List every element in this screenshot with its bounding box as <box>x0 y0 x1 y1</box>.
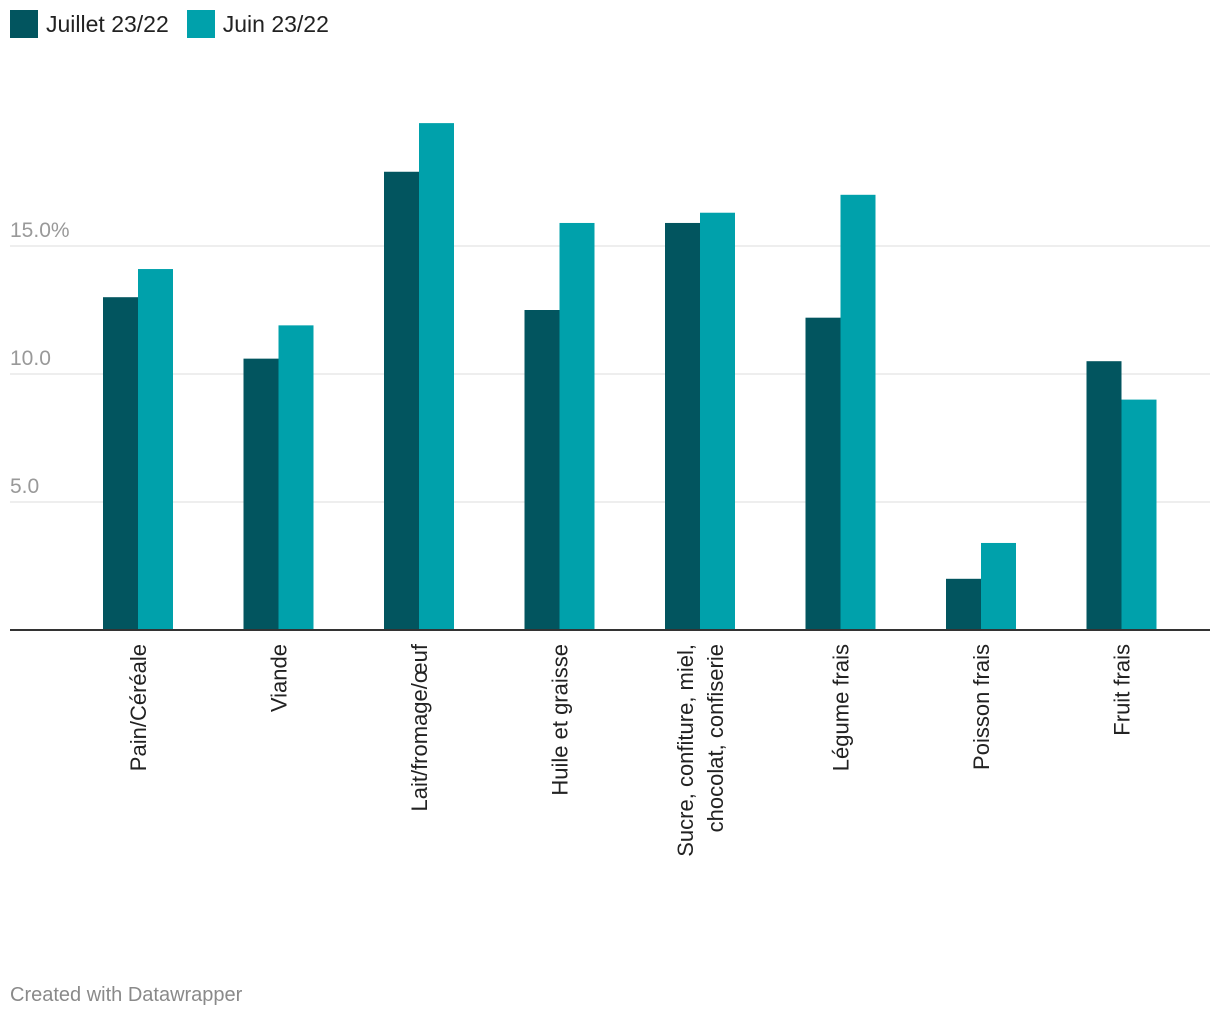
bar-juin-3 <box>559 222 595 630</box>
legend-swatch-juillet <box>10 10 38 38</box>
legend-swatch-juin <box>186 10 215 38</box>
bar-juillet-4 <box>665 222 700 630</box>
category-label-line: Sucre, confiture, miel, <box>673 644 698 857</box>
category-label-1: Viande <box>267 644 292 712</box>
bar-juin-5 <box>840 194 876 631</box>
category-label-line: Fruit frais <box>1110 644 1135 736</box>
y-tick-label-2: 15.0% <box>10 219 70 242</box>
bar-juin-2 <box>419 123 454 631</box>
category-label-line: Huile et graisse <box>548 644 573 796</box>
bar-juillet-5 <box>805 317 841 630</box>
category-label-0: Pain/Céréale <box>126 644 151 771</box>
category-label-line: Légume frais <box>829 644 854 771</box>
category-label-line: Pain/Céréale <box>126 644 151 771</box>
bar-juin-1 <box>278 325 314 630</box>
legend-item-juin: Juin 23/22 <box>186 10 329 38</box>
legend-item-juillet: Juillet 23/22 <box>10 10 169 38</box>
bar-juillet-1 <box>243 358 279 630</box>
category-label-line: Viande <box>267 644 292 712</box>
legend: Juillet 23/22 Juin 23/22 <box>10 10 329 38</box>
category-label-line: chocolat, confiserie <box>703 644 728 832</box>
category-label-2: Lait/fromage/œuf <box>407 643 432 811</box>
y-tick-label-1: 10.0 <box>10 347 51 370</box>
category-label-6: Poisson frais <box>969 644 994 770</box>
bar-juillet-7 <box>1086 361 1122 630</box>
category-label-line: Poisson frais <box>969 644 994 770</box>
bar-chart: 5.0 10.0 15.0% Pain/Céréale Viande Lait/froma… <box>10 123 1210 857</box>
category-label-3: Huile et graisse <box>548 644 573 796</box>
bar-juillet-2 <box>384 171 419 630</box>
footer-credit: Created with Datawrapper <box>10 984 243 1006</box>
category-label-4: Sucre, confiture, miel, chocolat, confise… <box>673 644 728 857</box>
bar-juillet-3 <box>524 310 560 630</box>
legend-label-juin: Juin 23/22 <box>222 10 329 37</box>
bar-juillet-6 <box>946 578 981 630</box>
bar-juillet-0 <box>103 297 138 630</box>
bar-juin-7 <box>1121 399 1157 630</box>
category-label-line: Lait/fromage/œuf <box>407 643 432 811</box>
y-tick-label-0: 5.0 <box>10 475 39 498</box>
category-label-7: Fruit frais <box>1110 644 1135 736</box>
legend-label-juillet: Juillet 23/22 <box>46 10 169 37</box>
bar-juin-4 <box>700 212 735 630</box>
bar-juin-6 <box>981 542 1016 630</box>
category-label-5: Légume frais <box>829 644 854 771</box>
bar-juin-0 <box>138 269 173 630</box>
